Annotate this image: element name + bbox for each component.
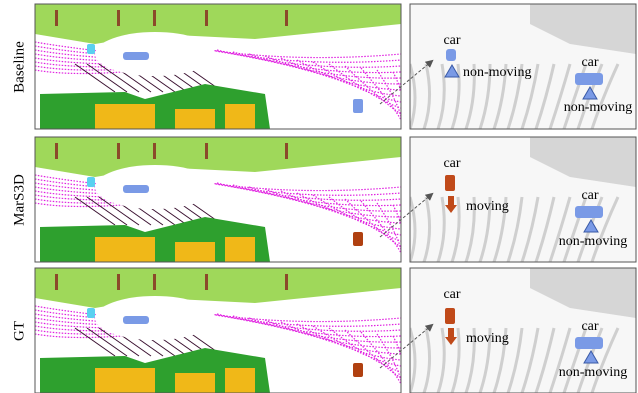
trunk — [55, 274, 58, 290]
building — [95, 104, 155, 129]
trunk — [205, 274, 208, 290]
trunk — [205, 143, 208, 159]
trunk — [285, 10, 288, 26]
class-label: car — [581, 319, 598, 334]
building — [225, 237, 255, 262]
clear-area — [95, 165, 215, 209]
cloud — [35, 4, 406, 132]
trunk — [205, 10, 208, 26]
car-points — [353, 232, 363, 246]
row-label: Baseline — [11, 41, 27, 93]
car-points — [123, 316, 149, 324]
trunk — [285, 143, 288, 159]
building — [175, 109, 215, 129]
state-label: non-moving — [559, 234, 627, 249]
state-label: moving — [466, 331, 509, 346]
building — [225, 368, 255, 393]
car-points — [123, 185, 149, 193]
object-points — [445, 308, 455, 324]
clear-area — [95, 32, 215, 76]
point-cloud-panel — [35, 268, 406, 393]
building — [95, 368, 155, 393]
object-points — [575, 73, 603, 85]
class-label: car — [443, 33, 460, 48]
class-label: car — [443, 156, 460, 171]
building — [225, 104, 255, 129]
building — [175, 373, 215, 393]
state-label: non-moving — [559, 365, 627, 380]
cloud — [35, 137, 406, 265]
trunk — [55, 143, 58, 159]
point-cloud-panel — [35, 4, 406, 132]
car-points — [353, 363, 363, 377]
class-label: car — [581, 188, 598, 203]
trunk — [153, 143, 156, 159]
point-cloud-panel — [35, 137, 406, 265]
car-points — [87, 44, 95, 54]
object-points — [446, 49, 456, 61]
trunk — [285, 274, 288, 290]
trunk — [55, 10, 58, 26]
trunk — [117, 274, 120, 290]
class-label: car — [581, 55, 598, 70]
trunk — [117, 10, 120, 26]
car-points — [353, 99, 363, 113]
object-points — [575, 337, 603, 349]
car-points — [87, 308, 95, 318]
clear-area — [95, 296, 215, 340]
car-points — [123, 52, 149, 60]
car-points — [87, 177, 95, 187]
object-points — [445, 175, 455, 191]
cloud — [35, 268, 406, 393]
trunk — [117, 143, 120, 159]
state-label: non-moving — [463, 65, 531, 80]
class-label: car — [443, 287, 460, 302]
trunk — [153, 274, 156, 290]
figure: Baseline car non-moving car non-moving MarS3D… — [0, 0, 638, 393]
state-label: non-moving — [564, 100, 632, 115]
trunk — [153, 10, 156, 26]
building — [175, 242, 215, 262]
row-label: MarS3D — [11, 174, 27, 226]
row-label: GT — [11, 321, 27, 341]
object-points — [575, 206, 603, 218]
building — [95, 237, 155, 262]
state-label: moving — [466, 199, 509, 214]
